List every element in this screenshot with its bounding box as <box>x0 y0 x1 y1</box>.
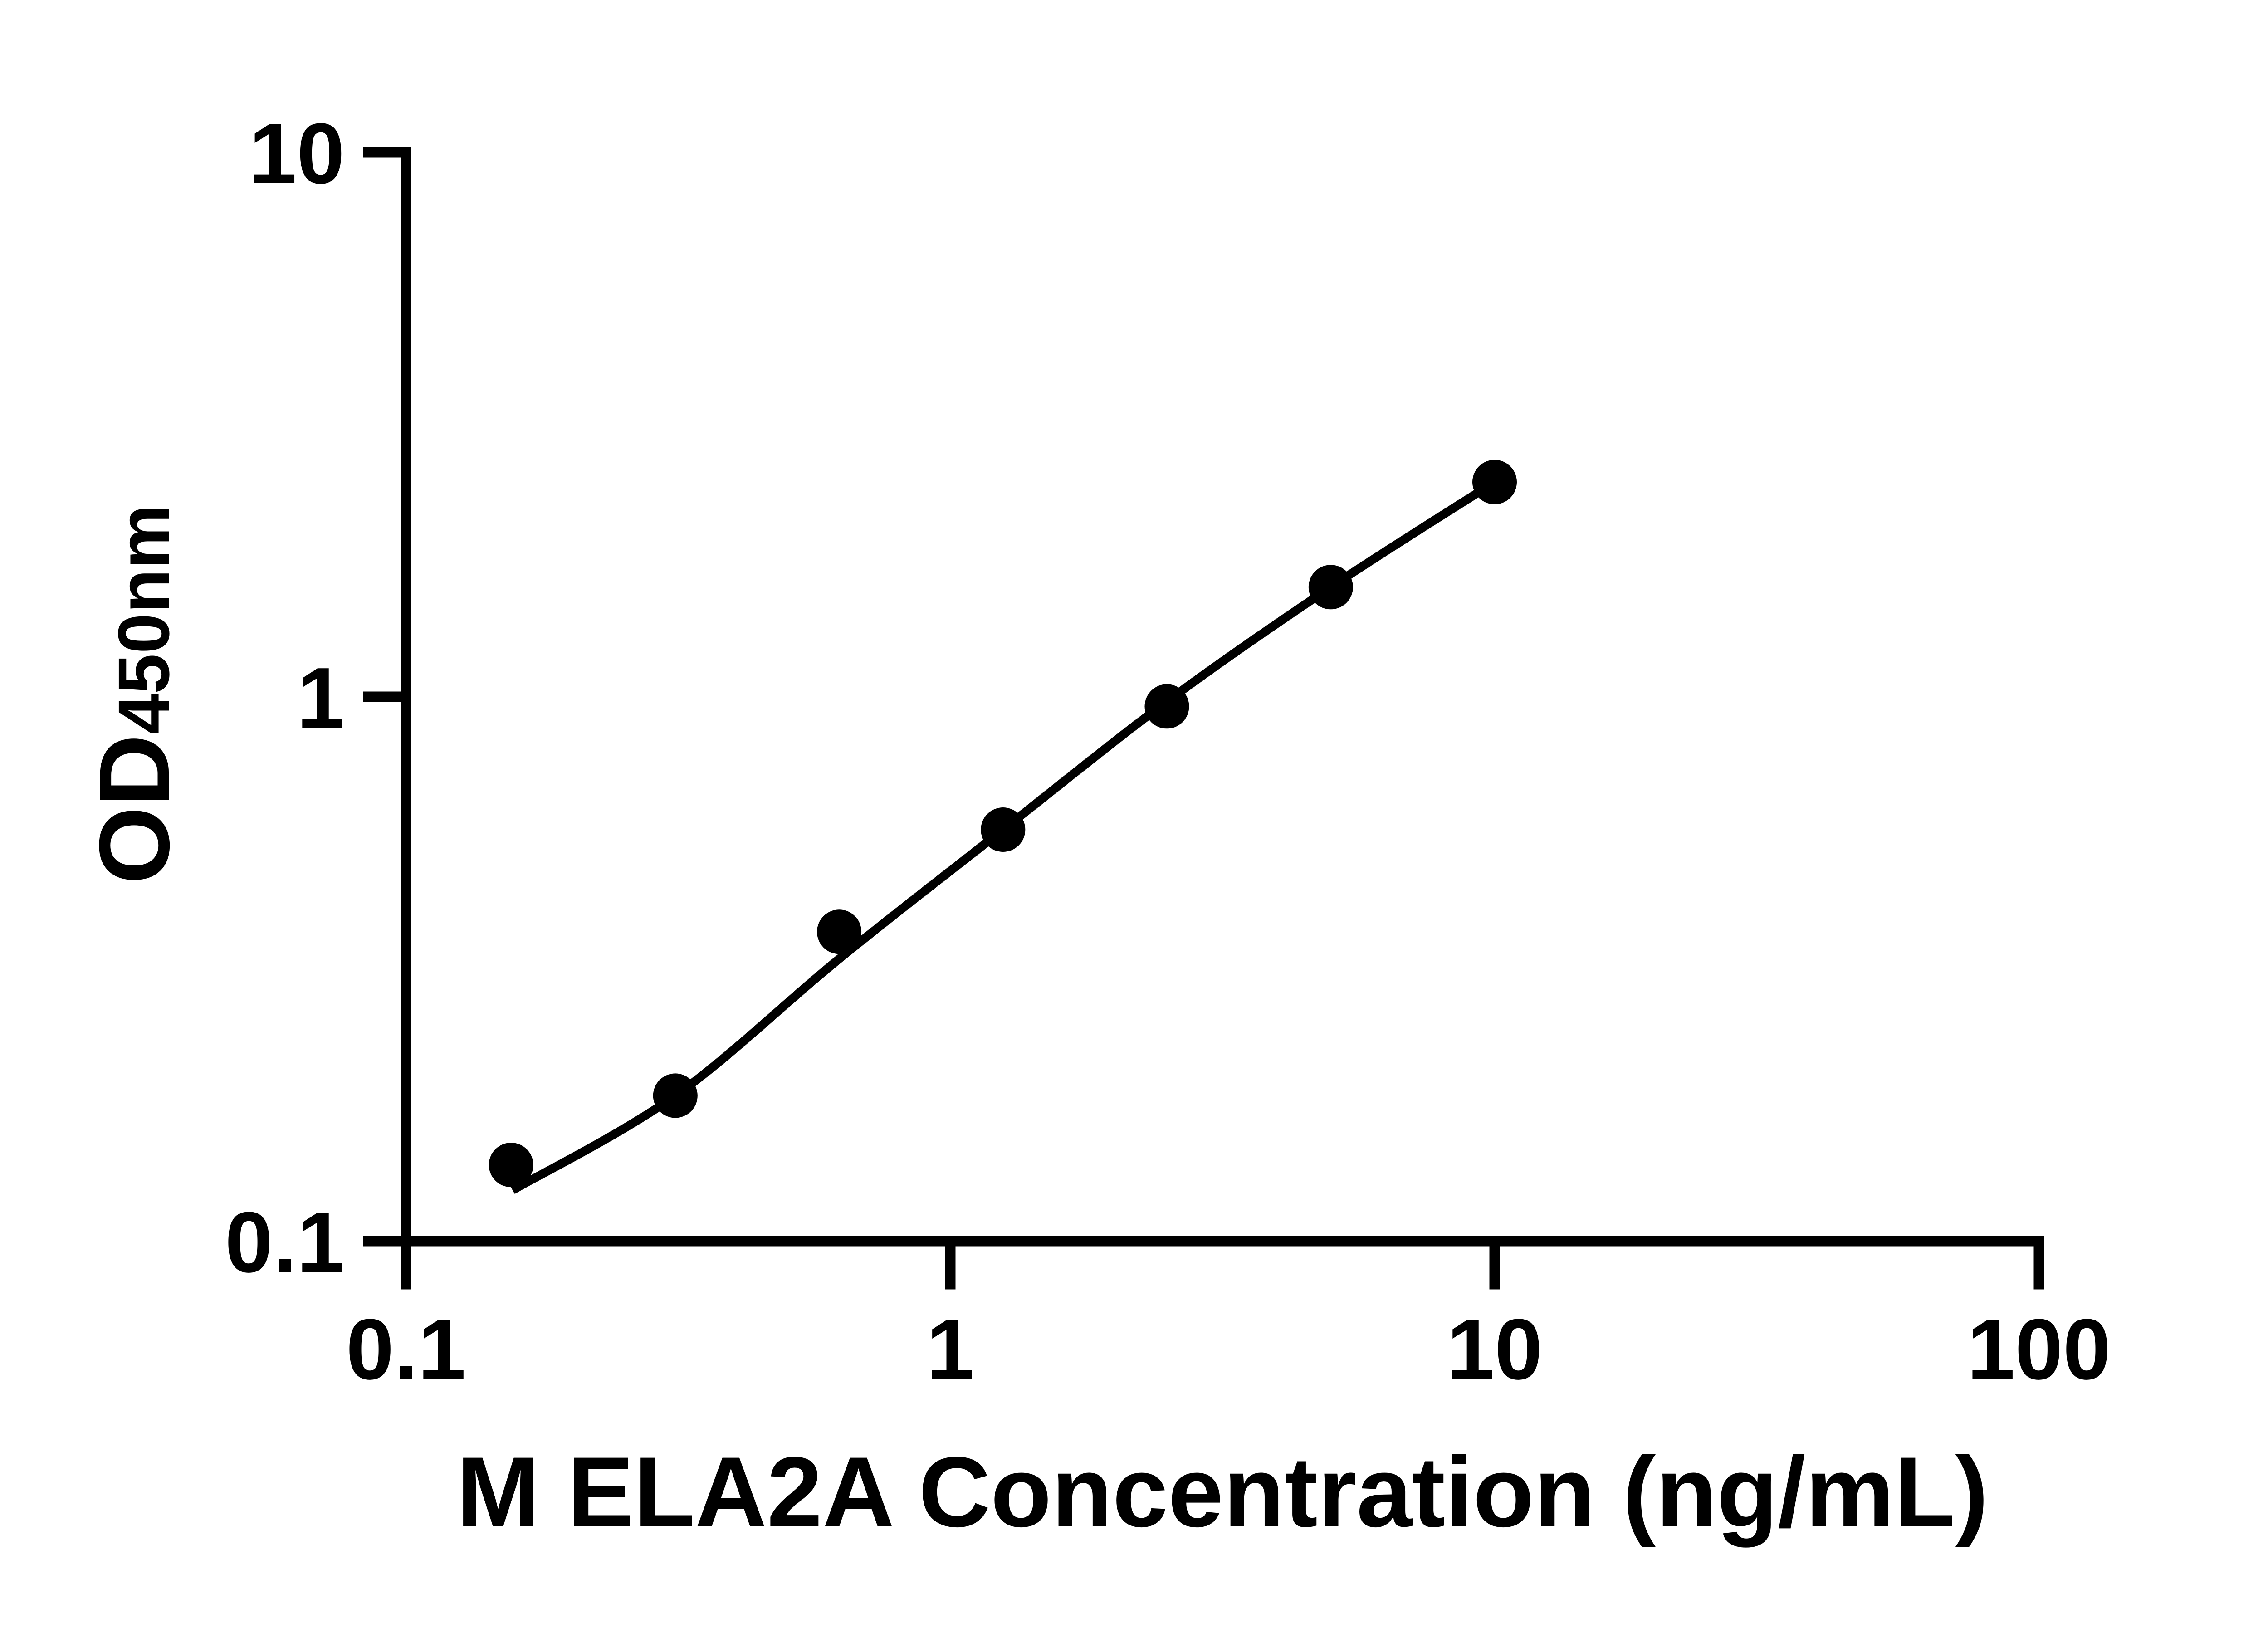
data-point-4 <box>981 807 1026 852</box>
data-point-2 <box>653 1073 698 1118</box>
x-tick-label-1: 1 <box>926 1301 974 1398</box>
data-point-1 <box>489 1143 533 1188</box>
x-tick-label-0.1: 0.1 <box>346 1301 466 1398</box>
data-point-5 <box>1144 684 1189 729</box>
y-tick-label-1: 1 <box>297 650 345 746</box>
data-point-7 <box>1472 460 1517 504</box>
y-axis-title-main: OD <box>78 734 190 884</box>
data-point-3 <box>817 909 862 954</box>
x-axis-title: M ELA2A Concentration (ng/mL) <box>456 1436 1988 1548</box>
data-point-6 <box>1308 565 1353 610</box>
x-tick-label-10: 10 <box>1447 1301 1542 1398</box>
y-tick-label-0.1: 0.1 <box>225 1194 345 1291</box>
y-tick-label-10: 10 <box>249 106 345 202</box>
y-axis-title: OD450nm <box>78 504 190 884</box>
x-tick-label-100: 100 <box>1967 1301 2111 1398</box>
y-axis-title-sub: 450nm <box>103 504 184 734</box>
